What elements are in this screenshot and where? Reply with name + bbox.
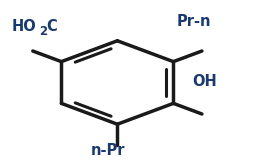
Text: C: C [46,18,57,33]
Text: 2: 2 [39,25,47,38]
Text: Pr-n: Pr-n [176,14,211,29]
Text: OH: OH [192,74,216,89]
Text: n-Pr: n-Pr [90,143,125,158]
Text: HO: HO [12,18,37,33]
